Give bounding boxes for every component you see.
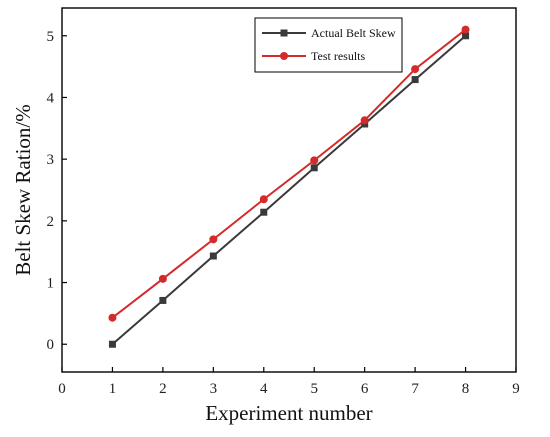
legend-label-actual: Actual Belt Skew [311,26,396,40]
series-1-point-0 [108,313,117,322]
y-tick-label-5: 5 [47,29,55,45]
series-0-point-3 [260,208,268,216]
legend-box [254,17,403,73]
series-1-point-3 [259,195,268,204]
x-tick-label-4: 4 [260,381,268,397]
x-tick-label-2: 2 [159,381,167,397]
x-axis-title: Experiment number [205,401,372,425]
series-0-point-2 [209,252,217,260]
plot-frame [61,7,517,373]
legend-marker-test [280,52,288,60]
series-0-point-7 [462,32,470,40]
x-tick-label-5: 5 [310,381,318,397]
series-1-point-2 [209,235,218,244]
series-1-point-6 [411,65,420,74]
series-0-point-1 [159,296,167,304]
x-tick-label-1: 1 [109,381,117,397]
series-1-point-1 [158,274,167,283]
y-tick-label-3: 3 [47,152,55,168]
series-1-point-5 [360,116,369,125]
legend-label-test: Test results [311,49,365,63]
y-axis-ticks: 0 1 2 3 4 5 [47,29,67,353]
x-tick-label-8: 8 [462,381,470,397]
x-tick-label-0: 0 [58,381,66,397]
x-tick-label-7: 7 [411,381,419,397]
series-line-1 [111,28,467,319]
y-tick-label-2: 2 [47,214,55,230]
y-axis-title: Belt Skew Ration/% [11,104,35,276]
series-0-point-4 [310,164,318,172]
legend: Actual Belt Skew Test results [254,17,403,73]
y-tick-label-0: 0 [47,337,55,353]
series-0-point-6 [411,76,419,84]
x-tick-label-9: 9 [512,381,520,397]
x-tick-label-6: 6 [361,381,369,397]
y-tick-label-1: 1 [47,276,55,292]
series-line-0 [111,35,467,345]
series-1-point-7 [461,25,470,34]
series-1-point-4 [310,156,319,165]
legend-marker-actual [280,29,288,37]
x-tick-label-3: 3 [210,381,218,397]
series-0-point-0 [108,340,116,348]
y-tick-label-4: 4 [47,90,55,106]
x-axis-ticks: 0 1 2 3 4 5 6 7 8 9 [58,367,520,397]
series-layer [108,25,470,348]
